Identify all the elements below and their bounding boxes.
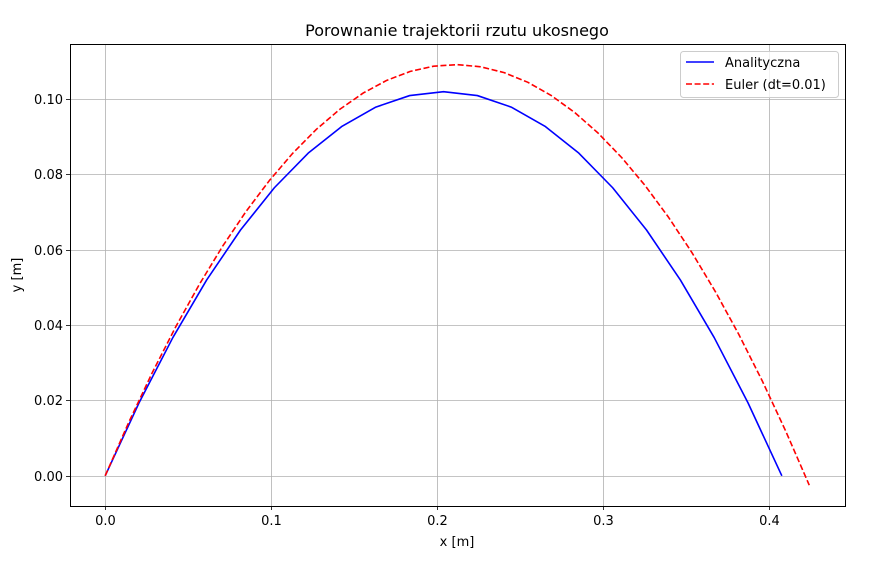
series-line-analityczna — [104, 90, 783, 477]
y-tick-label: 0.04 — [34, 319, 63, 334]
x-tick-label: 0.4 — [759, 514, 780, 529]
x-axis-label: x [m] — [440, 535, 475, 550]
y-tick-label: 0.06 — [34, 244, 63, 259]
series-line-euler — [104, 63, 810, 486]
legend-label-euler: Euler (dt=0.01) — [725, 78, 826, 93]
y-axis-label: y [m] — [10, 258, 25, 293]
x-tick-label: 0.2 — [427, 514, 448, 529]
y-tick-label: 0.02 — [34, 394, 63, 409]
grid — [70, 44, 845, 506]
ticks: 0.0 0.1 0.2 0.3 0.4 0.00 0.02 0.04 0.06 0.08 0.10 — [34, 93, 780, 529]
plot-frame — [70, 44, 846, 507]
y-tick-label: 0.00 — [34, 470, 63, 485]
legend: Analityczna Euler (dt=0.01) — [680, 51, 839, 98]
legend-box — [680, 51, 839, 98]
chart-title: Porownanie trajektorii rzutu ukosnego — [305, 21, 609, 40]
x-tick-label: 0.3 — [593, 514, 614, 529]
y-tick-label: 0.08 — [34, 168, 63, 183]
y-tick-label: 0.10 — [34, 93, 63, 108]
series-group — [104, 63, 810, 486]
legend-label-analityczna: Analityczna — [725, 56, 800, 71]
x-tick-label: 0.0 — [95, 514, 116, 529]
x-tick-label: 0.1 — [261, 514, 282, 529]
